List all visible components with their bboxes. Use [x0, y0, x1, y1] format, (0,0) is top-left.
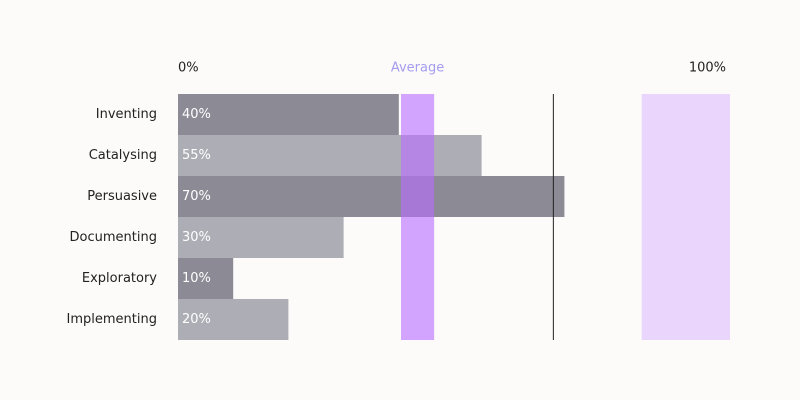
- value-label: 10%: [182, 271, 211, 286]
- average-label: Average: [391, 61, 444, 76]
- category-label: Persuasive: [87, 189, 157, 204]
- bar: [178, 176, 565, 217]
- category-label: Implementing: [67, 312, 157, 327]
- x-tick-label: 0%: [178, 61, 199, 76]
- value-label: 55%: [182, 148, 211, 163]
- x-tick-label: 100%: [689, 61, 726, 76]
- value-label: 40%: [182, 107, 211, 122]
- bar: [178, 94, 399, 135]
- bar: [178, 258, 234, 299]
- value-label: 20%: [182, 312, 211, 327]
- bar: [178, 217, 344, 258]
- category-label: Catalysing: [89, 148, 157, 163]
- category-label: Inventing: [96, 107, 157, 122]
- value-label: 30%: [182, 230, 211, 245]
- bar: [178, 299, 289, 340]
- category-label: Exploratory: [82, 271, 157, 286]
- target-band: [641, 94, 730, 340]
- bar: [178, 135, 482, 176]
- value-label: 70%: [182, 189, 211, 204]
- average-band: [401, 94, 435, 340]
- category-label: Documenting: [70, 230, 157, 245]
